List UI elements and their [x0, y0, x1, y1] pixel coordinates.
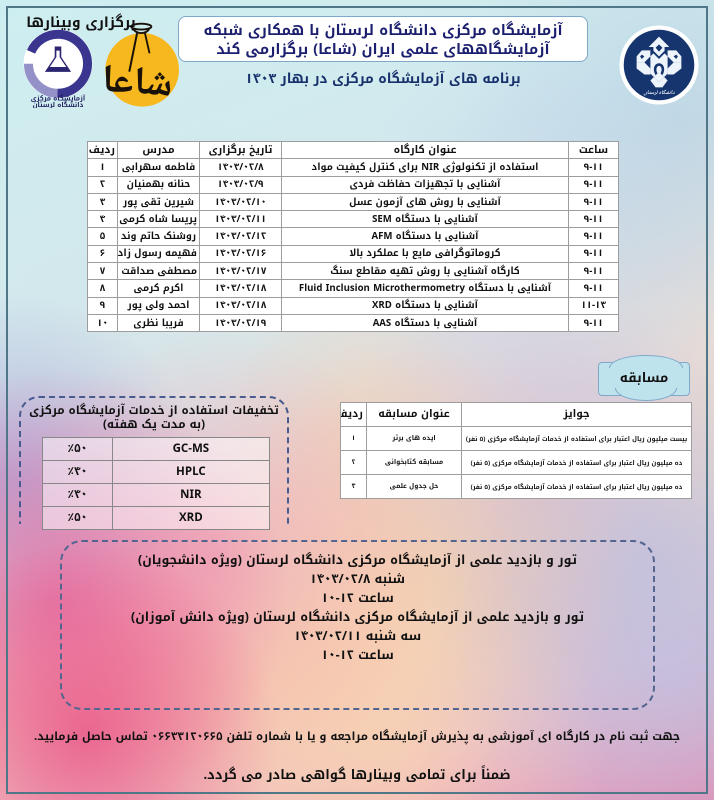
- svg-text:شاعا: شاعا: [99, 50, 174, 114]
- svg-text:دانشگاه لرستان: دانشگاه لرستان: [643, 89, 675, 98]
- svg-text:دانشگاه لرستان: دانشگاه لرستان: [33, 100, 84, 108]
